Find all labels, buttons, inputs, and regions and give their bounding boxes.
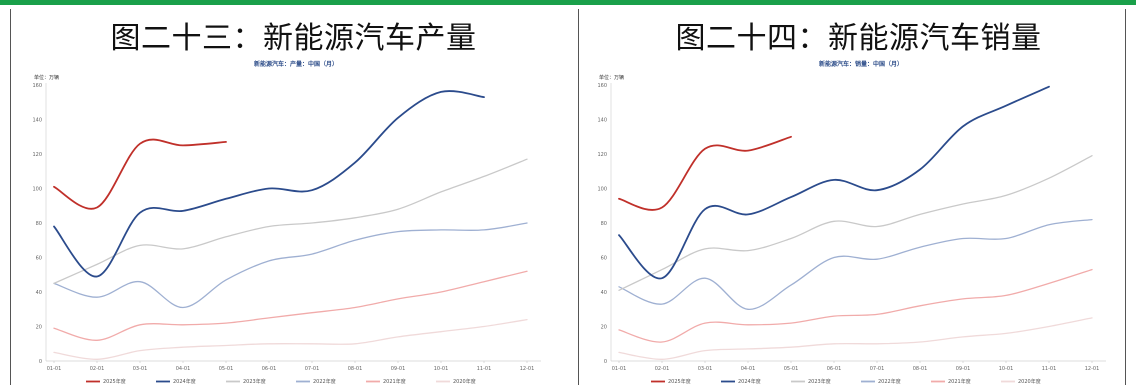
y-tick-label: 160 bbox=[597, 83, 607, 89]
x-tick-label: 09-01 bbox=[956, 366, 971, 372]
x-tick-label: 02-01 bbox=[655, 366, 670, 372]
sales-line-chart: 新能源汽车：销量：中国（月） 单位：万辆 0 20 40 60 80 100 120 140 160… bbox=[597, 60, 1106, 385]
x-tick-label: 03-01 bbox=[698, 366, 713, 372]
x-tick-label: 07-01 bbox=[305, 366, 320, 372]
legend-label: 2023年度 bbox=[808, 378, 831, 385]
legend-label: 2022年度 bbox=[878, 378, 901, 385]
legend-label: 2025年度 bbox=[668, 378, 691, 385]
x-tick-label: 06-01 bbox=[827, 366, 842, 372]
y-tick-label: 160 bbox=[32, 83, 42, 89]
x-tick-label: 11-01 bbox=[477, 366, 492, 372]
legend-label: 2023年度 bbox=[243, 378, 266, 385]
y-tick-label: 20 bbox=[36, 325, 42, 331]
x-tick-label: 05-01 bbox=[219, 366, 234, 372]
series-line-2023年度 bbox=[53, 158, 528, 285]
y-tick-label: 60 bbox=[36, 256, 42, 262]
series-line-2025年度 bbox=[53, 138, 227, 210]
y-tick-label: 40 bbox=[36, 290, 42, 296]
chart-title: 新能源汽车：产量：中国（月） bbox=[254, 60, 338, 68]
x-tick-label: 10-01 bbox=[999, 366, 1014, 372]
series-line-2024年度 bbox=[618, 85, 1050, 280]
legend-label: 2020年度 bbox=[453, 378, 476, 385]
x-tick-label: 05-01 bbox=[784, 366, 799, 372]
legend-label: 2024年度 bbox=[738, 378, 761, 385]
y-tick-label: 80 bbox=[36, 221, 42, 227]
y-tick-label: 120 bbox=[597, 152, 607, 158]
series-line-2024年度 bbox=[53, 90, 485, 278]
y-tick-label: 0 bbox=[39, 359, 42, 365]
production-panel: 图二十三：新能源汽车产量 新能源汽车：产量：中国（月） 单位：万辆 0 20 40 60 8… bbox=[12, 5, 575, 385]
right-frame bbox=[578, 9, 1126, 385]
sales-panel: 图二十四：新能源汽车销量 新能源汽车：销量：中国（月） 单位：万辆 0 20 40 60 8… bbox=[577, 5, 1136, 385]
x-tick-label: 09-01 bbox=[391, 366, 406, 372]
legend-label: 2021年度 bbox=[383, 378, 406, 385]
x-tick-label: 04-01 bbox=[741, 366, 756, 372]
y-tick-label: 140 bbox=[32, 118, 42, 124]
y-tick-label: 140 bbox=[597, 118, 607, 124]
unit-label: 单位：万辆 bbox=[599, 74, 624, 81]
legend-label: 2022年度 bbox=[313, 378, 336, 385]
top-accent-bar bbox=[0, 0, 1136, 5]
x-tick-label: 06-01 bbox=[262, 366, 277, 372]
x-tick-label: 01-01 bbox=[47, 366, 62, 372]
y-tick-label: 40 bbox=[601, 290, 607, 296]
legend-label: 2024年度 bbox=[173, 378, 196, 385]
series-line-2023年度 bbox=[618, 155, 1093, 291]
x-tick-label: 03-01 bbox=[133, 366, 148, 372]
series-line-2021年度 bbox=[53, 270, 528, 341]
series-line-2020年度 bbox=[53, 318, 528, 360]
y-tick-label: 100 bbox=[32, 187, 42, 193]
x-tick-label: 07-01 bbox=[870, 366, 885, 372]
legend-label: 2025年度 bbox=[103, 378, 126, 385]
legend-label: 2020年度 bbox=[1018, 378, 1041, 385]
left-frame bbox=[10, 9, 578, 385]
x-tick-label: 04-01 bbox=[176, 366, 191, 372]
figure-heading: 图二十三：新能源汽车产量 bbox=[110, 21, 477, 56]
x-tick-label: 02-01 bbox=[90, 366, 105, 372]
series-line-2021年度 bbox=[618, 268, 1093, 343]
series-line-2025年度 bbox=[618, 135, 792, 211]
x-tick-label: 08-01 bbox=[348, 366, 363, 372]
legend-label: 2021年度 bbox=[948, 378, 971, 385]
x-tick-label: 10-01 bbox=[434, 366, 449, 372]
x-tick-label: 11-01 bbox=[1042, 366, 1057, 372]
series-line-2022年度 bbox=[53, 222, 528, 309]
production-line-chart: 新能源汽车：产量：中国（月） 单位：万辆 0 20 40 60 80 100 120 140 160… bbox=[32, 60, 541, 385]
y-tick-label: 80 bbox=[601, 221, 607, 227]
y-tick-label: 20 bbox=[601, 325, 607, 331]
figure-heading: 图二十四：新能源汽车销量 bbox=[675, 21, 1042, 56]
y-tick-label: 120 bbox=[32, 152, 42, 158]
y-tick-label: 100 bbox=[597, 187, 607, 193]
x-tick-label: 12-01 bbox=[1085, 366, 1100, 372]
y-tick-label: 0 bbox=[604, 359, 607, 365]
x-tick-label: 08-01 bbox=[913, 366, 928, 372]
unit-label: 单位：万辆 bbox=[34, 74, 59, 81]
x-tick-label: 01-01 bbox=[612, 366, 627, 372]
y-tick-label: 60 bbox=[601, 256, 607, 262]
chart-title: 新能源汽车：销量：中国（月） bbox=[819, 60, 903, 68]
series-line-2022年度 bbox=[618, 218, 1093, 310]
x-tick-label: 12-01 bbox=[520, 366, 535, 372]
series-line-2020年度 bbox=[618, 317, 1093, 360]
